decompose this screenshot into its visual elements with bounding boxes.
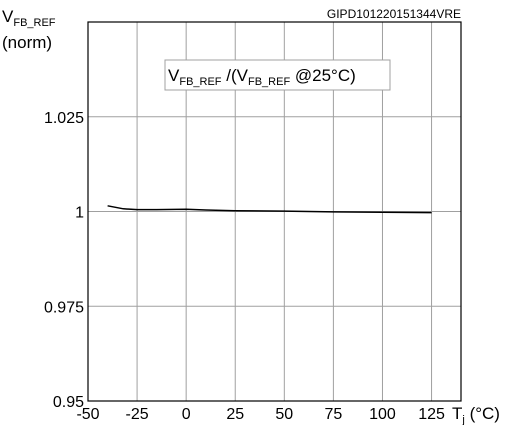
x-tick-label: 50 bbox=[275, 406, 293, 423]
annotation-box bbox=[164, 59, 391, 91]
x-tick-label: 25 bbox=[226, 406, 244, 423]
series-layer bbox=[107, 205, 432, 214]
x-tick-label: 100 bbox=[369, 406, 396, 423]
annotation-end: @25°C) bbox=[290, 66, 356, 85]
x-tick-label: -25 bbox=[126, 406, 149, 423]
y-tick-label: 1 bbox=[75, 205, 84, 222]
x-axis-title-unit: (°C) bbox=[465, 404, 500, 423]
y-axis-title: VFB_REF bbox=[2, 7, 56, 29]
annotation-sub2: FB_REF bbox=[248, 76, 290, 88]
x-axis-title-sub: j bbox=[461, 414, 464, 425]
x-tick-label: 75 bbox=[324, 406, 342, 423]
y-axis-title-main: V bbox=[2, 7, 14, 26]
y-tick-label: 1.025 bbox=[44, 110, 84, 127]
series-line bbox=[107, 205, 432, 214]
x-axis-title: Tj (°C) bbox=[452, 404, 500, 425]
y-axis-title-sub: FB_REF bbox=[13, 17, 55, 29]
annotation-text: VFB_REF /(VFB_REF @25°C) bbox=[168, 66, 356, 88]
y-axis-unit: (norm) bbox=[2, 33, 52, 52]
annotation-mid: /(V bbox=[222, 66, 249, 85]
x-tick-label: 125 bbox=[418, 406, 445, 423]
annotation-sub1: FB_REF bbox=[179, 76, 221, 88]
annotation-v1: V bbox=[168, 66, 180, 85]
plot-frame bbox=[87, 21, 462, 402]
x-tick-label: -50 bbox=[76, 406, 99, 423]
x-axis-title-main: T bbox=[452, 404, 462, 423]
y-tick-label: 0.975 bbox=[44, 299, 84, 316]
y-tick-label: 0.95 bbox=[53, 394, 84, 411]
document-id: GIPD101220151344VRE bbox=[327, 7, 461, 21]
tick-labels: -50 -25 0 25 50 75 100 125 0.95 0.975 1 1.025 bbox=[44, 110, 445, 423]
x-tick-label: 0 bbox=[182, 406, 191, 423]
